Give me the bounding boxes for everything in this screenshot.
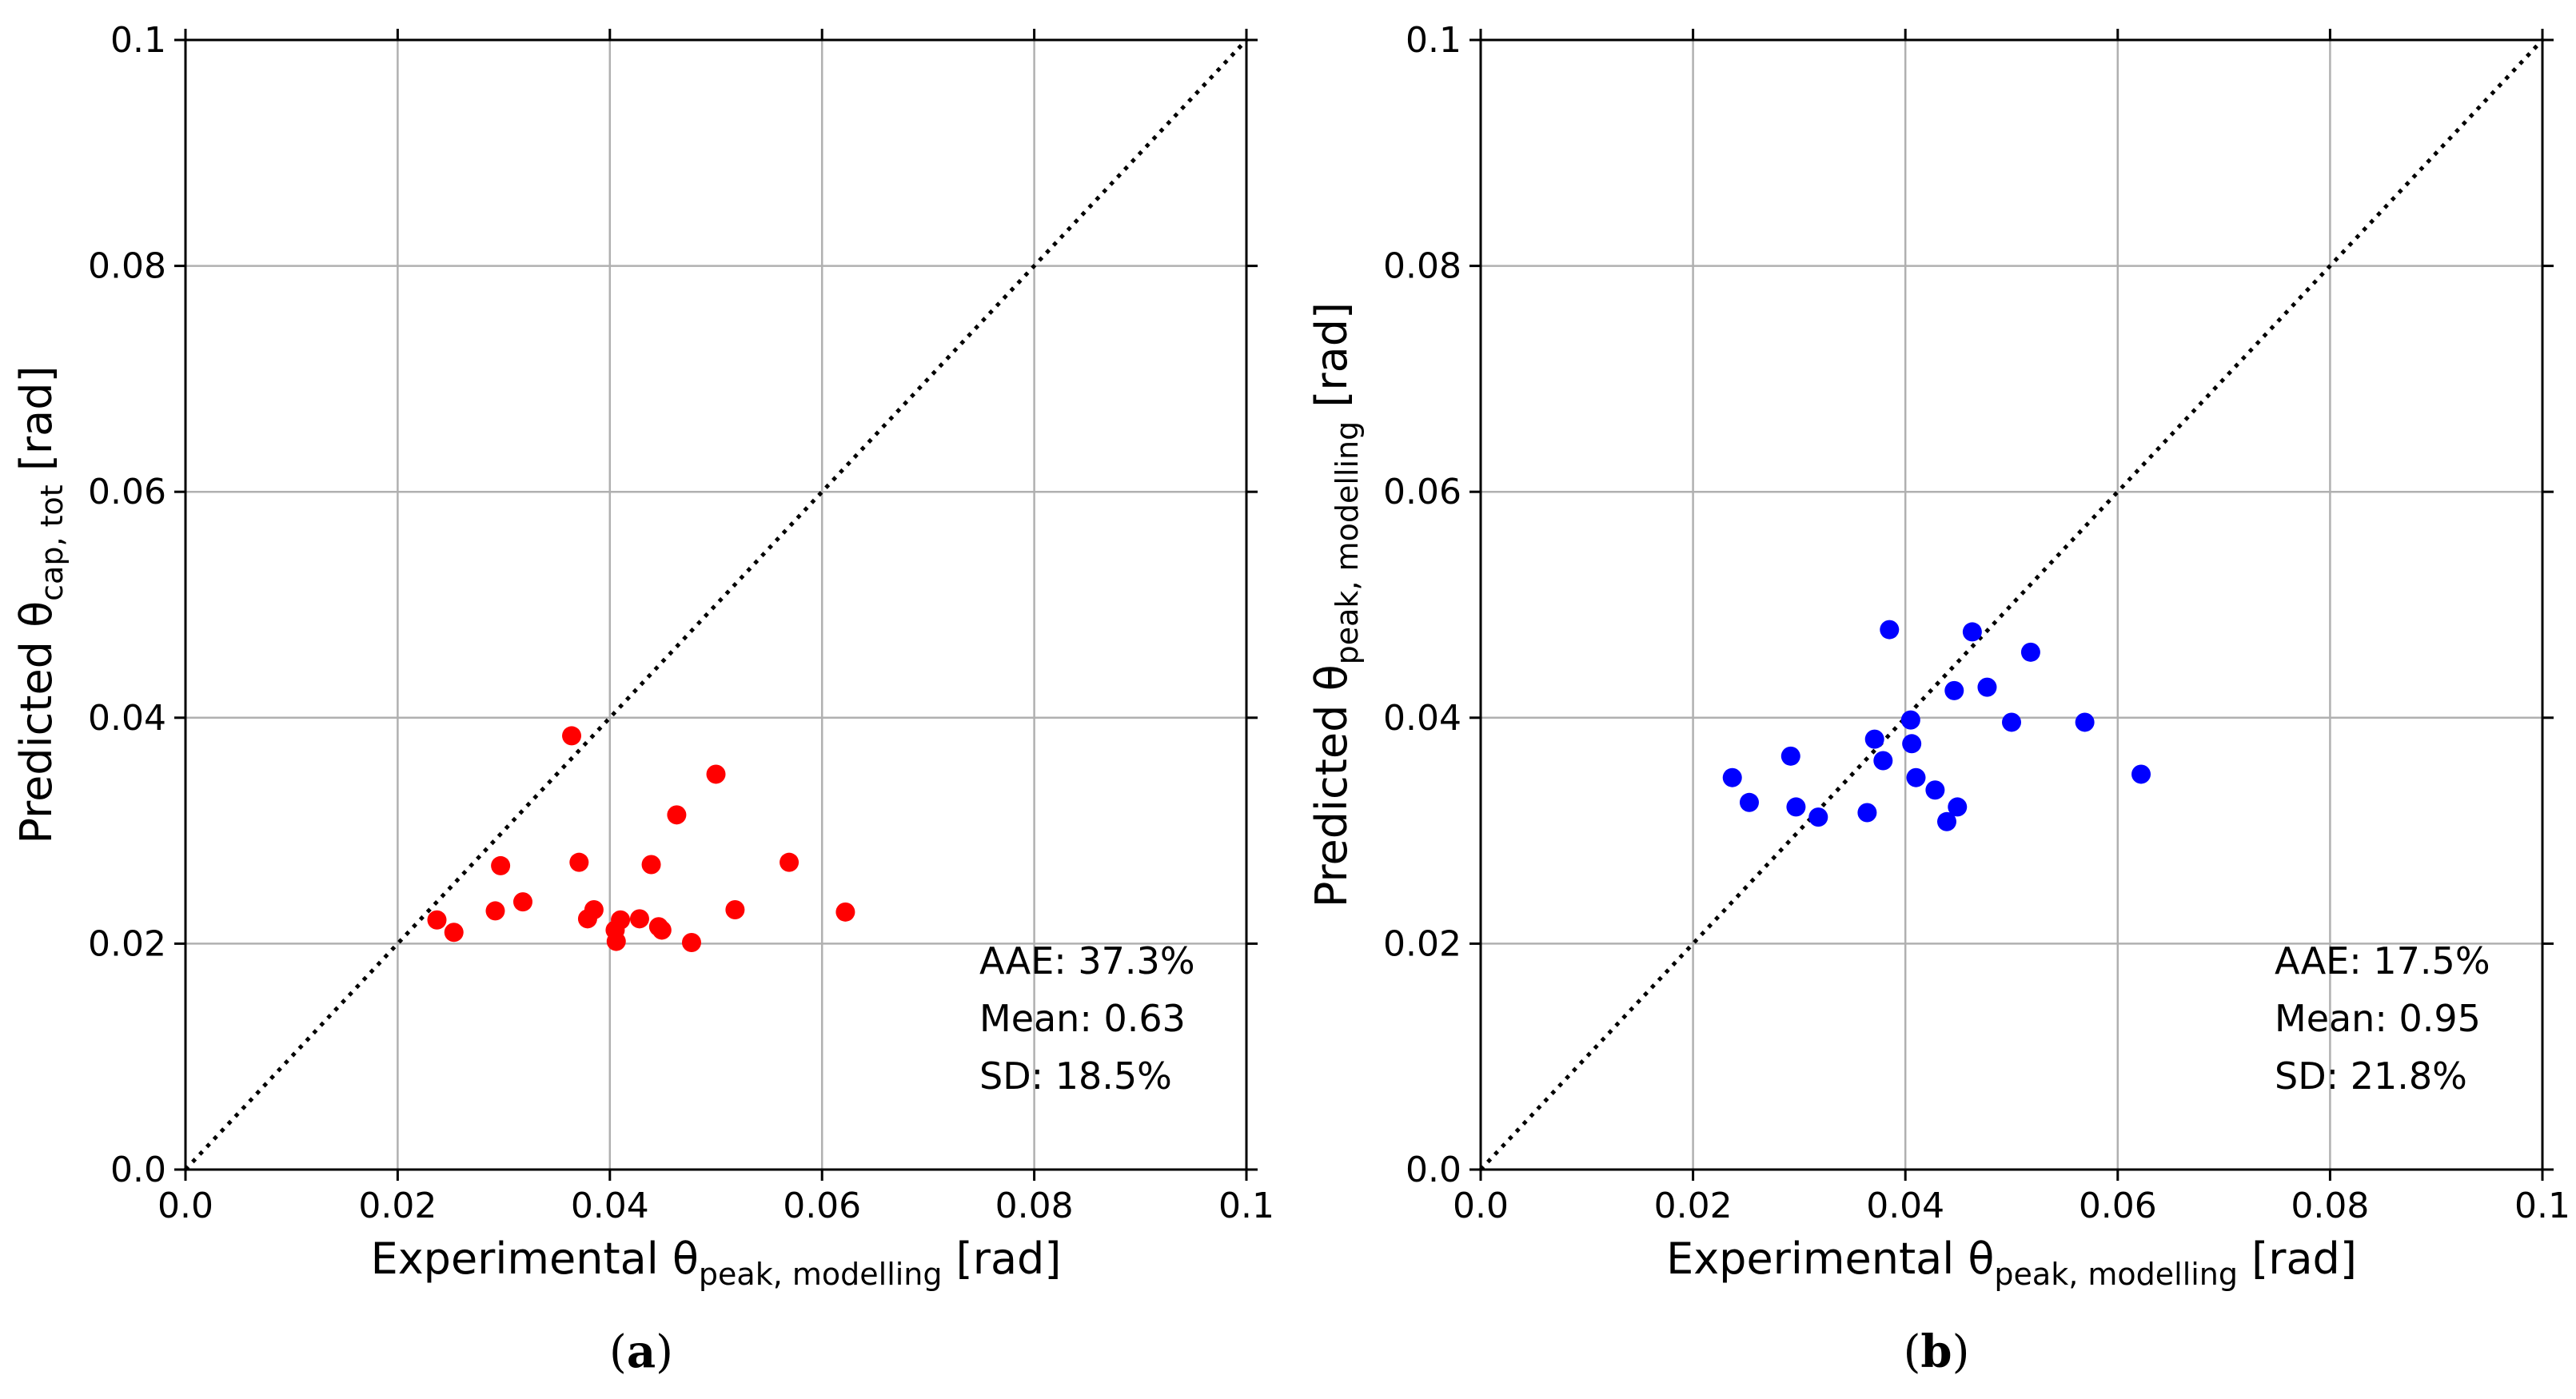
data-point xyxy=(1880,620,1900,640)
x-tick-label: 0.0 xyxy=(1453,1186,1509,1226)
panel-label: (a) xyxy=(609,1325,673,1378)
stat-text: AAE: 37.3% xyxy=(979,939,1195,982)
data-point xyxy=(641,855,661,875)
stat-text: Mean: 0.95 xyxy=(2275,997,2481,1040)
data-point xyxy=(1780,746,1800,766)
x-tick-label: 0.04 xyxy=(1866,1186,1944,1226)
plot-frame xyxy=(1479,38,2544,1171)
data-point xyxy=(1977,677,1997,697)
y-tick-label: 0.06 xyxy=(88,472,166,512)
x-tick-label: 0.0 xyxy=(158,1186,213,1226)
x-tick-label: 0.02 xyxy=(358,1186,437,1226)
data-point xyxy=(1944,680,1964,700)
data-point xyxy=(1739,792,1759,812)
reference-line-y-equals-x xyxy=(184,38,1248,1171)
x-tick-label: 0.04 xyxy=(571,1186,649,1226)
data-point xyxy=(1925,780,1945,800)
data-point xyxy=(444,923,464,943)
x-tick-label: 0.08 xyxy=(2291,1186,2369,1226)
stat-text: SD: 18.5% xyxy=(979,1054,1172,1098)
data-point xyxy=(2131,764,2151,784)
data-point xyxy=(611,910,631,930)
data-point xyxy=(835,902,855,922)
y-tick-label: 0.0 xyxy=(110,1150,166,1190)
data-point xyxy=(780,852,800,872)
x-axis-label: Experimental θpeak, modelling [rad] xyxy=(1666,1234,2357,1292)
chart-panel-b: 0.00.0 0.02 0.02 0.04 0.04 0.06 0.06 0.08 0.08 0.… xyxy=(1306,20,2570,1378)
data-point xyxy=(681,932,701,952)
y-tick-label: 0.0 xyxy=(1406,1150,1461,1190)
x-tick-label: 0.1 xyxy=(1218,1186,1274,1226)
x-axis-label: Experimental θpeak, modelling [rad] xyxy=(371,1234,1062,1292)
data-point xyxy=(725,900,745,920)
data-point xyxy=(1857,803,1877,823)
data-point xyxy=(1808,807,1828,827)
data-point xyxy=(706,764,726,784)
data-point xyxy=(584,900,604,920)
reference-line-y-equals-x xyxy=(1479,38,2544,1171)
y-tick-label: 0.02 xyxy=(88,923,166,964)
stat-text: SD: 21.8% xyxy=(2275,1054,2467,1098)
data-point xyxy=(491,855,511,875)
data-point xyxy=(1722,767,1742,787)
y-tick-label: 0.02 xyxy=(1383,923,1461,964)
data-point xyxy=(1936,811,1956,831)
data-point xyxy=(512,892,532,912)
data-point xyxy=(1864,729,1884,749)
data-point xyxy=(1902,734,1922,754)
data-point xyxy=(667,805,687,825)
y-tick-label: 0.08 xyxy=(1383,246,1461,287)
data-point xyxy=(485,901,505,921)
chart-panel-a: 0.00.0 0.02 0.02 0.04 0.04 0.06 0.06 0.08 0.08 0.… xyxy=(11,20,1274,1378)
data-point xyxy=(2002,712,2021,732)
stat-text: Mean: 0.63 xyxy=(979,997,1186,1040)
data-point xyxy=(2075,712,2095,732)
data-point xyxy=(652,920,672,940)
data-point xyxy=(427,910,447,930)
y-tick-label: 0.04 xyxy=(88,698,166,739)
y-tick-label: 0.06 xyxy=(1383,472,1461,512)
data-point xyxy=(606,931,626,951)
y-tick-label: 0.1 xyxy=(110,20,166,61)
data-point xyxy=(2020,642,2040,662)
plot-frame xyxy=(184,38,1248,1171)
x-tick-label: 0.06 xyxy=(2079,1186,2157,1226)
y-tick-label: 0.08 xyxy=(88,246,166,287)
y-tick-label: 0.04 xyxy=(1383,698,1461,739)
stat-text: AAE: 17.5% xyxy=(2275,939,2490,982)
x-tick-label: 0.02 xyxy=(1654,1186,1733,1226)
data-point xyxy=(1873,751,1893,771)
y-tick-label: 0.1 xyxy=(1406,20,1461,61)
data-point xyxy=(1906,767,1926,787)
data-point xyxy=(1962,622,1982,642)
panel-label: (b) xyxy=(1904,1325,1970,1378)
data-point xyxy=(562,726,582,746)
data-point xyxy=(569,852,589,872)
data-point xyxy=(1786,797,1806,817)
data-point xyxy=(1900,710,1920,730)
y-axis-label: Predicted θpeak, modelling [rad] xyxy=(1306,302,1365,907)
data-point xyxy=(629,909,649,929)
data-point xyxy=(1948,797,1968,817)
x-tick-label: 0.1 xyxy=(2514,1186,2570,1226)
y-axis-label: Predicted θcap, tot [rad] xyxy=(11,365,70,843)
x-tick-label: 0.06 xyxy=(783,1186,861,1226)
x-tick-label: 0.08 xyxy=(995,1186,1074,1226)
